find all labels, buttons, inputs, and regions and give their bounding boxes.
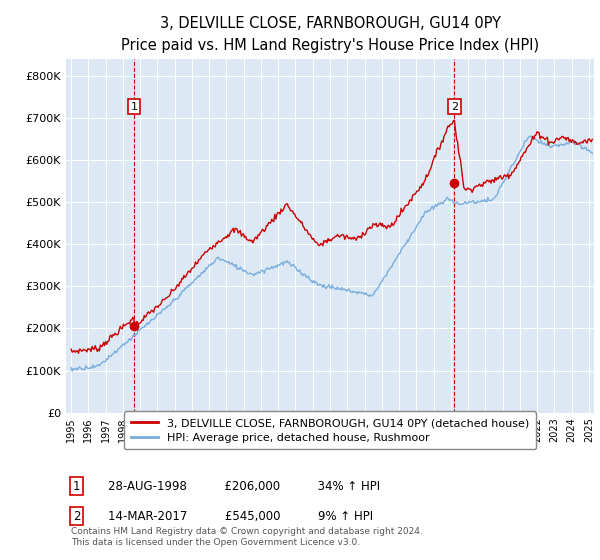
Text: 1: 1 xyxy=(73,480,80,493)
Text: 28-AUG-1998          £206,000          34% ↑ HPI: 28-AUG-1998 £206,000 34% ↑ HPI xyxy=(108,480,380,493)
Text: 14-MAR-2017          £545,000          9% ↑ HPI: 14-MAR-2017 £545,000 9% ↑ HPI xyxy=(108,510,373,522)
Legend: 3, DELVILLE CLOSE, FARNBOROUGH, GU14 0PY (detached house), HPI: Average price, d: 3, DELVILLE CLOSE, FARNBOROUGH, GU14 0PY… xyxy=(124,412,536,449)
Text: 2: 2 xyxy=(451,101,458,111)
Text: Contains HM Land Registry data © Crown copyright and database right 2024.
This d: Contains HM Land Registry data © Crown c… xyxy=(71,526,423,548)
Text: 2: 2 xyxy=(73,510,80,522)
Text: 1: 1 xyxy=(131,101,137,111)
Title: 3, DELVILLE CLOSE, FARNBOROUGH, GU14 0PY
Price paid vs. HM Land Registry's House: 3, DELVILLE CLOSE, FARNBOROUGH, GU14 0PY… xyxy=(121,16,539,53)
